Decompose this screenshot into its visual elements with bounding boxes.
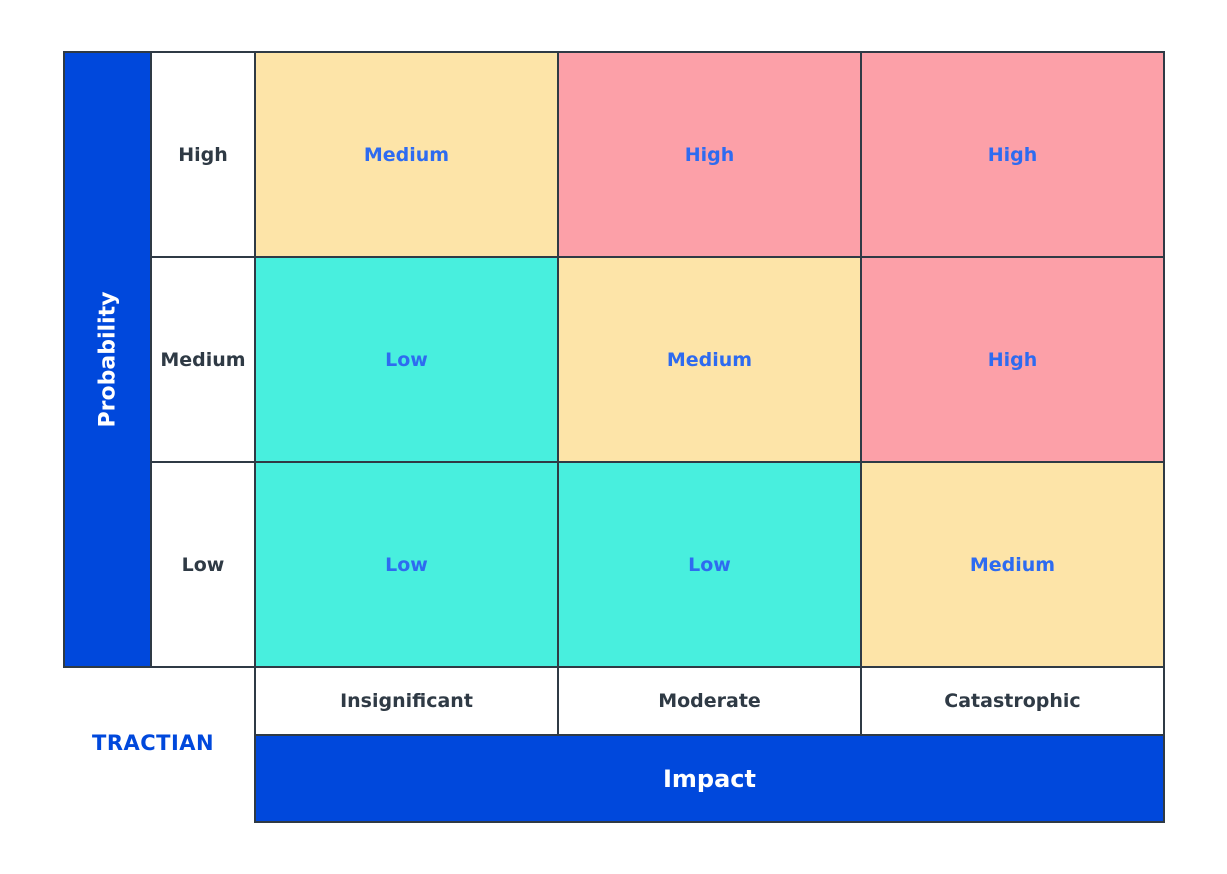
column-label-moderate: Moderate xyxy=(557,666,862,736)
impact-axis-title: Impact xyxy=(662,764,756,793)
tractian-logo: TRACTIAN xyxy=(92,731,215,755)
row-label-high: High xyxy=(150,51,256,258)
probability-axis-title: Probability xyxy=(95,291,121,428)
row-label-medium: Medium xyxy=(150,256,256,463)
cell-high-catastrophic: High xyxy=(860,51,1165,258)
cell-high-insignificant: Medium xyxy=(254,51,559,258)
cell-medium-insignificant: Low xyxy=(254,256,559,463)
cell-low-moderate: Low xyxy=(557,461,862,668)
column-label-insignificant: Insignificant xyxy=(254,666,559,736)
row-label-low: Low xyxy=(150,461,256,668)
column-label-catastrophic: Catastrophic xyxy=(860,666,1165,736)
cell-high-moderate: High xyxy=(557,51,862,258)
cell-low-catastrophic: Medium xyxy=(860,461,1165,668)
cell-medium-catastrophic: High xyxy=(860,256,1165,463)
cell-low-insignificant: Low xyxy=(254,461,559,668)
cell-medium-moderate: Medium xyxy=(557,256,862,463)
probability-axis-bar: Probability xyxy=(63,51,152,668)
impact-axis-bar: Impact xyxy=(254,734,1165,823)
